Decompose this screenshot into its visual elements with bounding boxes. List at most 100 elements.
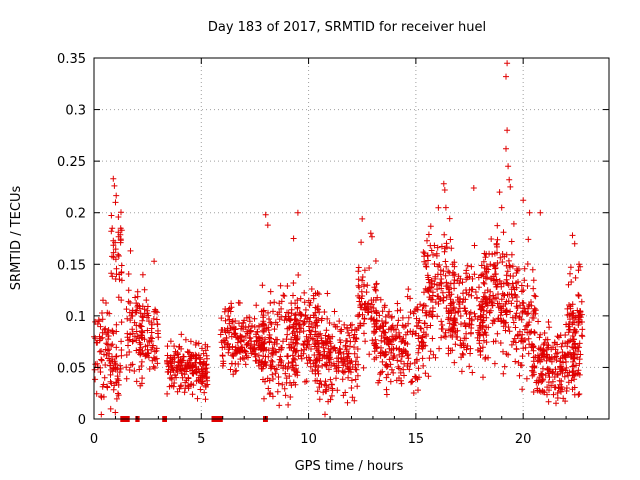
- data-point: [192, 355, 199, 361]
- data-point: [420, 329, 427, 336]
- data-point: [575, 370, 581, 377]
- data-point: [276, 309, 283, 316]
- data-point: [180, 353, 187, 360]
- data-point: [425, 231, 432, 238]
- data-point: [465, 291, 472, 298]
- data-point: [365, 300, 372, 307]
- data-point: [513, 345, 520, 352]
- data-point: [325, 366, 332, 373]
- data-point: [509, 263, 516, 270]
- data-point: [496, 278, 503, 284]
- data-point: [343, 348, 350, 355]
- data-point: [529, 266, 536, 273]
- data-point: [565, 321, 572, 327]
- data-point: [430, 251, 436, 258]
- data-point: [294, 372, 301, 379]
- data-point: [361, 283, 367, 290]
- data-point: [98, 348, 105, 354]
- data-point: [520, 287, 527, 294]
- data-point: [355, 312, 362, 319]
- data-point: [260, 340, 267, 347]
- data-point: [246, 334, 253, 341]
- data-point: [129, 313, 136, 319]
- data-point: [107, 371, 114, 378]
- data-point: [427, 223, 434, 230]
- data-point: [563, 385, 570, 391]
- data-point: [415, 335, 422, 342]
- data-point: [347, 359, 354, 366]
- data-point: [185, 362, 192, 369]
- data-point: [266, 331, 273, 338]
- data-point: [310, 295, 317, 302]
- data-point: [171, 343, 178, 350]
- data-point: [281, 293, 288, 299]
- data-point: [164, 343, 171, 350]
- data-point: [291, 334, 298, 341]
- data-point: [139, 347, 146, 354]
- data-point: [480, 258, 487, 265]
- data-point: [96, 318, 103, 325]
- data-point: [480, 273, 487, 280]
- data-point: [480, 279, 487, 286]
- data-point: [330, 360, 337, 367]
- data-point: [115, 390, 121, 397]
- data-point: [312, 377, 319, 384]
- data-point: [577, 309, 584, 315]
- data-point: [304, 315, 310, 322]
- data-point: [467, 309, 474, 316]
- data-point: [200, 358, 207, 365]
- data-point: [303, 354, 310, 361]
- data-point: [477, 352, 484, 358]
- data-point: [129, 338, 136, 345]
- data-point: [361, 267, 368, 274]
- data-point: [539, 377, 546, 384]
- data-point: [386, 308, 393, 315]
- data-point: [335, 350, 342, 357]
- data-point: [253, 302, 260, 309]
- data-point: [325, 345, 332, 352]
- data-point: [108, 342, 115, 349]
- data-point: [381, 335, 388, 341]
- data-point: [514, 298, 520, 305]
- data-point: [578, 298, 585, 305]
- data-point: [94, 321, 101, 327]
- data-point: [504, 268, 511, 275]
- data-point: [381, 304, 388, 311]
- data-point: [555, 385, 562, 391]
- data-point: [182, 385, 189, 392]
- data-point: [494, 222, 501, 229]
- data-point: [188, 381, 195, 387]
- data-point: [412, 330, 419, 337]
- data-point: [558, 366, 565, 373]
- data-point: [190, 352, 197, 358]
- data-points: [91, 60, 586, 422]
- data-point: [359, 277, 366, 284]
- data-point: [280, 292, 287, 299]
- data-point: [422, 370, 429, 377]
- data-point: [171, 380, 178, 386]
- data-point: [115, 251, 121, 258]
- data-point: [546, 387, 552, 394]
- data-point: [224, 325, 231, 332]
- data-point: [354, 346, 361, 352]
- data-point: [566, 302, 572, 308]
- data-point: [334, 387, 341, 394]
- data-point: [541, 330, 548, 336]
- data-point: [179, 357, 186, 364]
- data-point: [144, 307, 151, 314]
- data-point: [297, 317, 304, 324]
- data-point: [426, 355, 433, 362]
- data-point: [452, 328, 459, 335]
- data-point: [322, 378, 329, 385]
- x-tick-label: 10: [300, 432, 317, 447]
- data-point: [471, 242, 478, 249]
- data-point: [525, 350, 532, 357]
- data-point: [148, 338, 155, 345]
- data-point: [483, 339, 490, 346]
- data-point: [117, 362, 124, 369]
- data-point: [376, 312, 383, 319]
- data-point: [505, 257, 512, 264]
- data-point: [237, 346, 244, 353]
- data-point: [285, 353, 291, 360]
- data-point: [296, 309, 303, 316]
